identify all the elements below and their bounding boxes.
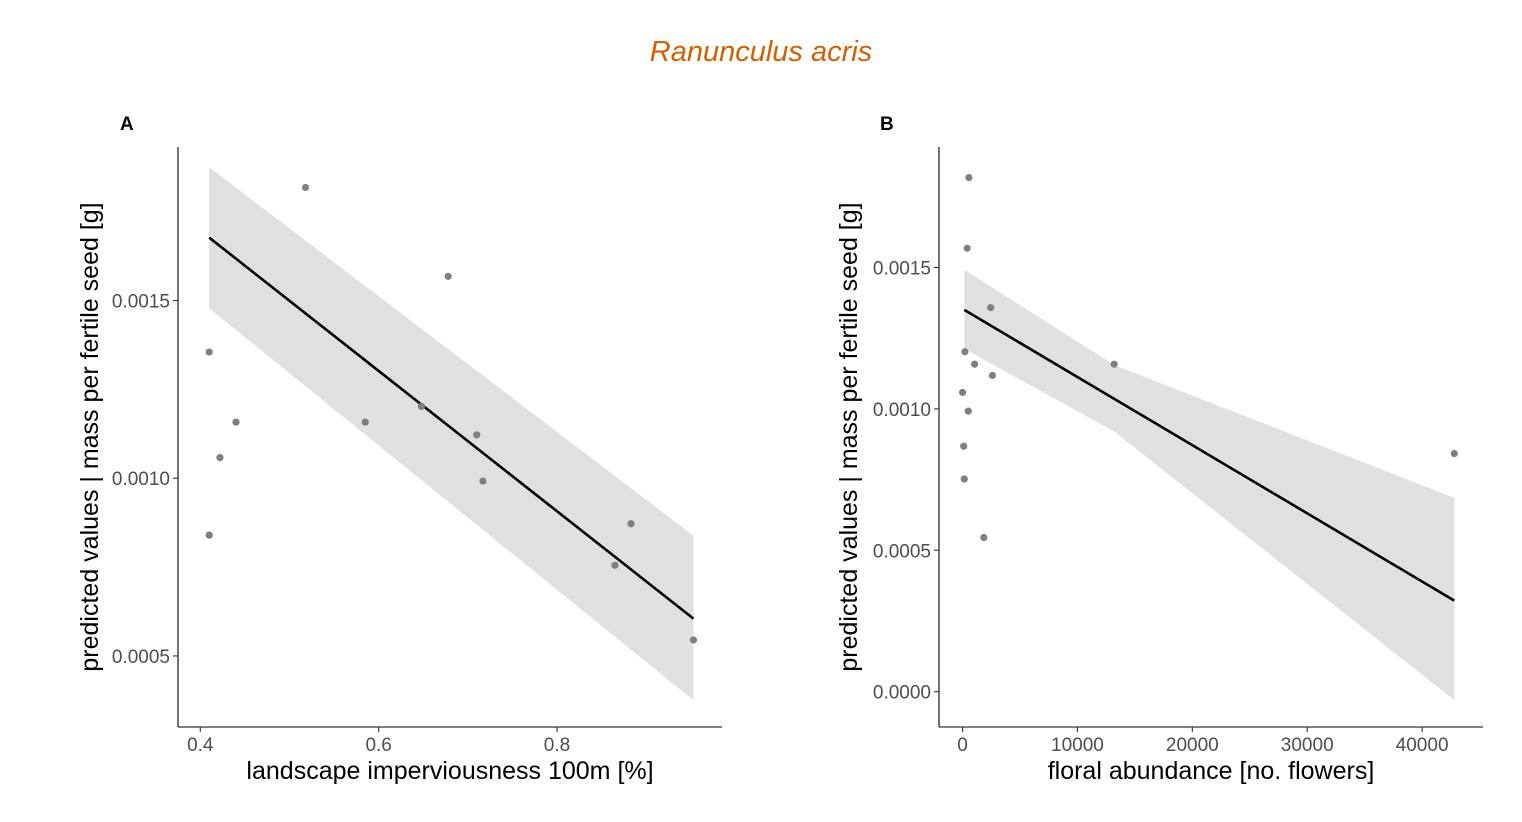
data-point — [444, 272, 452, 280]
y-tick-label: 0.0000 — [873, 683, 931, 704]
data-point — [473, 431, 481, 439]
data-point — [232, 418, 240, 426]
regression-line — [963, 308, 1455, 602]
data-point — [1110, 360, 1118, 368]
data-point — [960, 475, 968, 483]
y-tick-label: 0.0005 — [112, 647, 170, 668]
data-point — [361, 418, 369, 426]
x-axis-label: floral abundance [no. flowers] — [1048, 757, 1375, 785]
x-tick-label: 20000 — [1166, 735, 1219, 756]
regression-line — [208, 236, 695, 620]
panel-a: 0.4 0.6 0.8 0.0005 0.0010 0.0015 landscape imp… — [76, 114, 722, 785]
data-point — [205, 348, 213, 356]
data-point — [965, 173, 973, 182]
data-point — [627, 520, 635, 528]
data-point — [417, 402, 426, 411]
data-point — [1450, 449, 1458, 458]
data-point — [987, 304, 995, 312]
figure-title: Ranunculus acris — [649, 36, 873, 68]
data-point — [958, 388, 967, 397]
x-tick-label: 0.6 — [365, 735, 391, 756]
data-point — [205, 531, 213, 539]
data-point — [988, 371, 997, 380]
data-point — [960, 442, 968, 450]
y-tick-label: 0.0005 — [873, 541, 931, 562]
y-tick-label: 0.0015 — [112, 292, 170, 313]
data-point — [971, 360, 979, 368]
panel-label: B — [880, 114, 894, 135]
data-point — [479, 477, 487, 485]
x-tick-label: 0.4 — [187, 735, 214, 756]
data-point — [216, 454, 224, 462]
y-tick-label: 0.0010 — [112, 469, 170, 490]
data-point — [963, 244, 971, 252]
x-tick-label: 40000 — [1396, 735, 1449, 756]
data-point — [301, 183, 310, 192]
y-tick-label: 0.0010 — [873, 400, 931, 421]
x-axis-label: landscape imperviousness 100m [%] — [246, 757, 653, 785]
x-tick-label: 30000 — [1281, 735, 1334, 756]
y-axis-label: predicted values | mass per fertile seed… — [835, 202, 863, 671]
x-tick-label: 10000 — [1051, 735, 1104, 756]
data-point — [611, 561, 619, 569]
panel-label: A — [120, 114, 134, 135]
x-tick-label: 0.8 — [544, 735, 570, 756]
data-point — [964, 407, 972, 415]
data-point — [980, 533, 988, 542]
data-point — [689, 636, 698, 644]
y-tick-label: 0.0015 — [873, 258, 931, 279]
x-tick-label: 0 — [957, 735, 968, 756]
data-point — [961, 348, 969, 356]
confidence-band — [964, 269, 1455, 701]
y-axis-label: predicted values | mass per fertile seed… — [76, 202, 104, 671]
confidence-band — [209, 167, 694, 701]
panel-b: 0 10000 20000 30000 40000 0.0000 0.0005 0.0010 0… — [835, 114, 1483, 785]
